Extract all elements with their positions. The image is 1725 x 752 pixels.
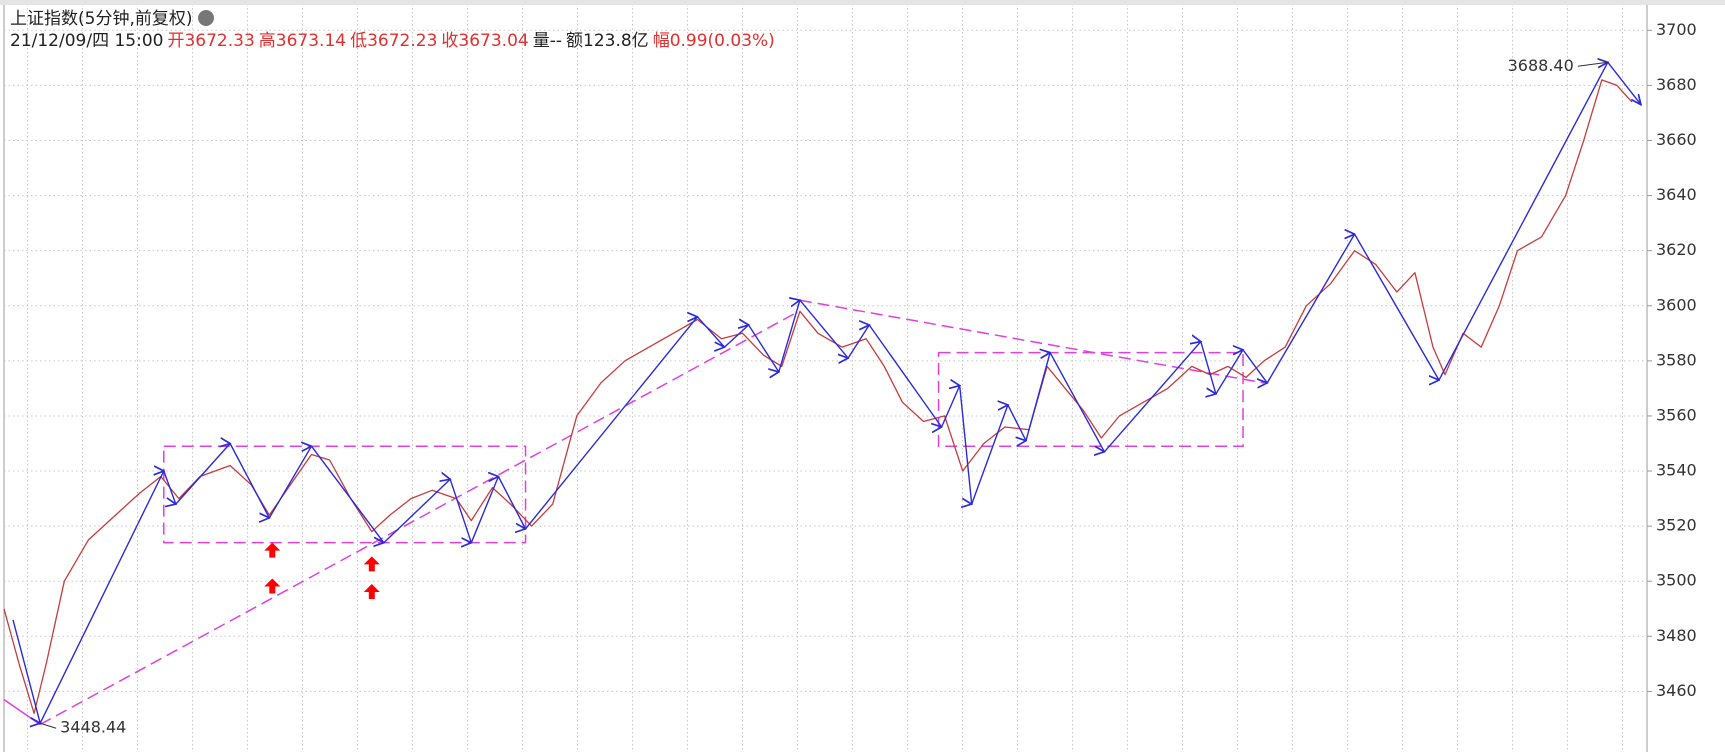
quote-label: 收 (441, 31, 459, 51)
y-tick-label: 3600 (1656, 295, 1697, 314)
y-tick-label: 3520 (1656, 516, 1697, 535)
quote: 低3672.23 (350, 31, 437, 51)
tab-strip (0, 0, 1725, 5)
y-tick-label: 3660 (1656, 130, 1697, 149)
y-tick-label: 3540 (1656, 461, 1697, 480)
signal-arrow (264, 578, 281, 594)
quote-row: 21/12/09/四 15:00 开3672.33 高3673.14 低3672.23… (10, 30, 779, 52)
date: 21/12/09/四 15:00 (10, 31, 164, 51)
annotation-leader (40, 722, 57, 729)
signal-arrow (363, 583, 380, 599)
quote-value: 3673.04 (458, 31, 529, 51)
dropdown-icon[interactable] (197, 10, 214, 26)
quote: 高3673.14 (259, 31, 346, 51)
annotation-label: 3448.44 (60, 718, 126, 737)
y-tick-label: 3480 (1656, 626, 1697, 645)
annotation-leader (1577, 61, 1608, 67)
y-tick-label: 3560 (1656, 405, 1697, 424)
quote: 幅0.99(0.03%) (653, 31, 775, 51)
title-row: 上证指数(5分钟,前复权) (10, 8, 779, 30)
quote: 收3673.04 (441, 31, 528, 51)
quote: 额123.8亿 (566, 31, 649, 51)
signal-arrow (264, 542, 281, 558)
signal-arrow (363, 556, 380, 572)
quote-label: 高 (258, 31, 276, 51)
chart-title: 上证指数(5分钟,前复权) (10, 9, 193, 29)
quote-value: 3672.23 (367, 31, 438, 51)
quote: 量-- (533, 31, 562, 51)
quote-label: 额 (566, 31, 584, 51)
quote-label: 低 (350, 31, 368, 51)
y-tick-label: 3500 (1656, 571, 1697, 590)
quote-value: -- (549, 31, 563, 51)
quote-label: 量 (532, 31, 550, 51)
quote-value: 0.99(0.03%) (669, 31, 775, 51)
quote: 开3672.33 (167, 31, 254, 51)
quote-value: 3673.14 (275, 31, 347, 51)
annotation-label: 3688.40 (1508, 56, 1574, 75)
quote-value: 3672.33 (184, 31, 255, 51)
y-tick-label: 3620 (1656, 240, 1697, 259)
y-tick-label: 3700 (1656, 20, 1697, 39)
y-tick-label: 3460 (1656, 681, 1697, 700)
y-tick-label: 3640 (1656, 185, 1697, 204)
vertical-grid (4, 5, 1647, 752)
header: 上证指数(5分钟,前复权) 21/12/09/四 15:00 开3672.33 高3… (10, 8, 779, 52)
y-tick-label: 3680 (1656, 75, 1697, 94)
quote-value: 123.8亿 (583, 31, 649, 51)
zigzag-line (12, 62, 1641, 723)
quote-label: 开 (167, 31, 185, 51)
y-tick-label: 3580 (1656, 350, 1697, 369)
quote-label: 幅 (652, 31, 670, 51)
